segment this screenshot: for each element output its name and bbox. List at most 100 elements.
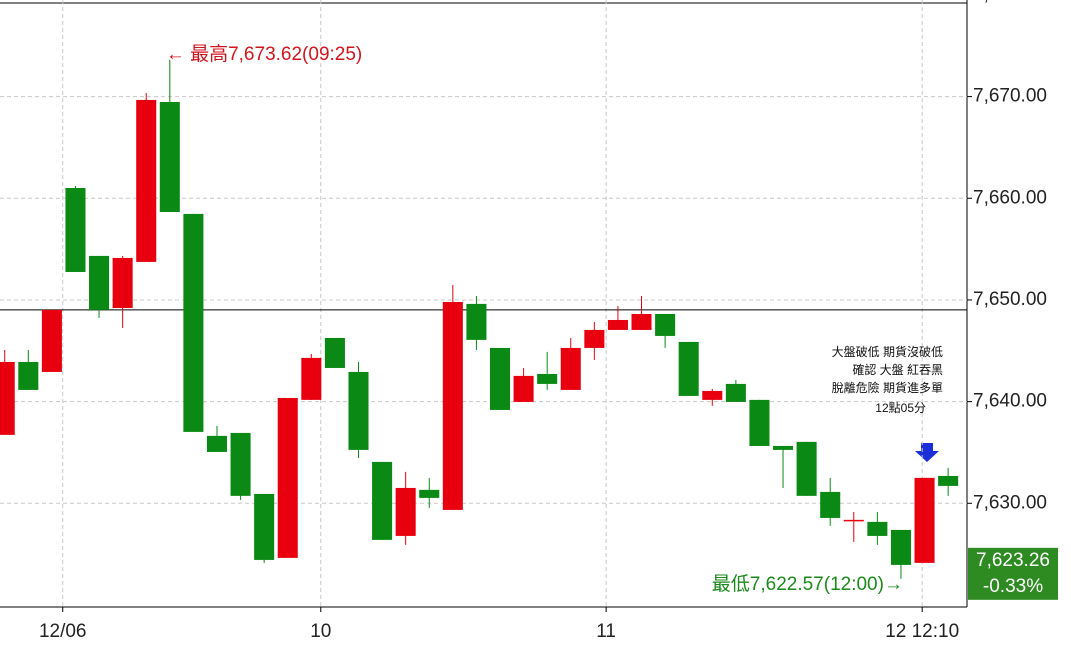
candle-body <box>796 441 817 496</box>
candle <box>372 461 393 540</box>
candle-body <box>820 491 841 518</box>
candle <box>655 313 676 348</box>
signal-arrow <box>915 443 939 462</box>
candle <box>0 349 15 435</box>
candle-body <box>890 529 911 565</box>
candle <box>301 353 322 400</box>
candle <box>324 337 345 368</box>
candle-body <box>442 301 463 510</box>
candle <box>65 185 86 272</box>
candle-body <box>206 435 228 452</box>
candle <box>489 347 511 410</box>
candle-body <box>607 319 628 330</box>
y-tick-label: 7,650.00 <box>973 289 1047 310</box>
candle <box>136 93 157 262</box>
candle <box>395 471 416 545</box>
note-line: 脫離危險 期貨進多單 <box>832 380 943 395</box>
candle-body <box>301 357 322 400</box>
candle-body <box>372 461 393 540</box>
candle <box>513 367 534 402</box>
candle-body <box>18 361 39 390</box>
candle-body <box>183 213 204 432</box>
candle-body <box>0 361 15 435</box>
candle <box>938 467 959 496</box>
candle <box>348 361 369 458</box>
candle-body <box>466 303 487 340</box>
candle-body <box>702 390 723 400</box>
candle <box>419 477 440 508</box>
note-line: 確認 大盤 紅吞黑 <box>852 362 943 377</box>
candle-body <box>584 329 605 348</box>
candle <box>914 477 935 563</box>
candle <box>159 59 180 212</box>
x-tick-label: 12/06 <box>39 621 87 642</box>
candle-body <box>513 375 534 402</box>
candle-body <box>159 101 180 212</box>
candle <box>560 337 581 390</box>
candle <box>725 379 746 402</box>
candle <box>277 397 298 558</box>
candle <box>867 511 888 545</box>
candle-body <box>678 341 699 396</box>
last-price-label: 7,623.26 <box>976 550 1050 571</box>
candle-body <box>560 347 581 390</box>
candle <box>466 295 487 350</box>
candle <box>537 351 558 390</box>
candle-body <box>395 487 416 536</box>
candle <box>843 511 864 542</box>
candle <box>702 388 723 406</box>
candle <box>773 445 794 488</box>
candle-body <box>324 337 345 368</box>
x-tick-label: 10 <box>310 621 331 642</box>
candle-body <box>41 309 62 372</box>
candle-body <box>725 383 746 402</box>
candle-body <box>254 493 275 560</box>
candle-body <box>489 347 511 410</box>
note-line: 大盤破低 期貨沒破低 <box>832 344 943 359</box>
x-tick-label: 12 12:10 <box>885 621 959 642</box>
last-price-change: -0.33% <box>983 576 1043 597</box>
candle <box>18 349 39 390</box>
candle <box>112 255 133 328</box>
candle-body <box>277 397 298 558</box>
candle <box>206 425 228 452</box>
candle <box>183 213 204 432</box>
high-annotation: ← 最高7,673.62(09:25) <box>166 43 362 65</box>
candle-body <box>843 519 864 522</box>
candle <box>749 399 770 446</box>
candle <box>254 493 275 563</box>
candle-body <box>914 477 935 563</box>
candle-body <box>230 432 251 496</box>
candle <box>631 295 652 330</box>
note-line: 12點05分 <box>875 401 926 415</box>
last-price-box <box>968 547 1058 600</box>
candle <box>230 432 251 500</box>
candle-body <box>136 99 157 262</box>
y-tick-label: 7,670.00 <box>973 86 1047 107</box>
y-tick-label: 7,630.00 <box>973 492 1047 513</box>
candle-body <box>89 255 110 310</box>
candle-body <box>631 313 652 330</box>
candle <box>796 441 817 496</box>
candle-body <box>419 489 440 498</box>
candle-body <box>773 445 794 450</box>
candle-body <box>112 257 133 308</box>
y-tick-label: 7,680.00 <box>973 0 1047 5</box>
candle-body <box>749 399 770 446</box>
candle-body <box>867 521 888 536</box>
x-tick-label: 11 <box>596 621 616 642</box>
low-annotation: 最低7,622.57(12:00)→ <box>712 573 903 595</box>
candle <box>890 529 911 579</box>
candle <box>442 284 463 510</box>
candle <box>607 305 628 330</box>
candle-body <box>348 371 369 450</box>
y-tick-label: 7,640.00 <box>973 391 1047 412</box>
candle <box>89 255 110 318</box>
candle-body <box>938 475 959 486</box>
candle <box>820 477 841 526</box>
candle-body <box>65 187 86 272</box>
candle <box>678 341 699 396</box>
candle-body <box>537 373 558 384</box>
candle-body <box>655 313 676 336</box>
